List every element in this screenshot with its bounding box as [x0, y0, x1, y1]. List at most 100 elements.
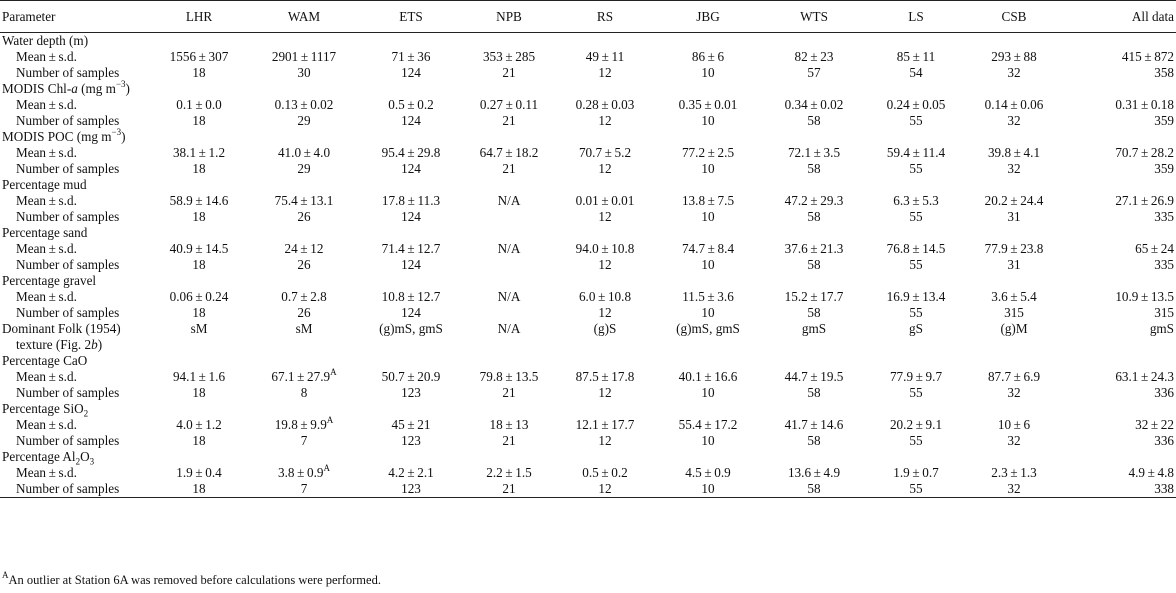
table-cell-samples: 18	[192, 257, 206, 272]
table-cell-mean: 95.4 ± 29.8	[360, 145, 462, 161]
cell-value: 85 ± 11	[896, 49, 936, 64]
table-cell-mean: 77.9 ± 9.7	[866, 369, 966, 385]
table-cell-samples: 359	[1154, 113, 1174, 128]
row-label-mean: Mean ± s.d.	[16, 465, 77, 480]
table-cell-mean: 55.4 ± 17.2	[654, 417, 762, 433]
table-cell-mean: 24 ± 12	[248, 241, 360, 257]
table-cell-mean: 94.1 ± 1.6	[150, 369, 248, 385]
table-cell-samples: 315	[1004, 305, 1024, 320]
table-cell-samples: 12	[598, 65, 612, 80]
table-row: Number of samples 18 7 123 21 12 10 58 55 32 338	[0, 481, 1176, 498]
cell-value: 0.5 ± 0.2	[388, 97, 434, 112]
cell-value: 0.01 ± 0.01	[575, 193, 635, 208]
table-cell-samples: 10	[701, 305, 715, 320]
table-cell-samples: 57	[807, 65, 821, 80]
table-cell-texture: (g)mS, gmS	[379, 321, 443, 336]
cell-value: 40.9 ± 14.5	[169, 241, 229, 256]
table-cell-mean: 19.8 ± 9.9A	[248, 414, 360, 433]
table-cell-mean: 38.1 ± 1.2	[150, 145, 248, 161]
table-cell-mean: 47.2 ± 29.3	[762, 193, 866, 209]
column-header-wts: WTS	[800, 8, 828, 24]
table-cell-mean: 1556 ± 307	[150, 49, 248, 65]
outlier-footnote-mark: A	[323, 462, 331, 473]
cell-value: 353 ± 285	[482, 49, 536, 64]
cell-value: 74.7 ± 8.4	[681, 241, 735, 256]
group-title: Percentage mud	[2, 177, 87, 192]
table-cell-mean: 63.1 ± 24.3	[1062, 369, 1176, 385]
table-cell-samples: 32	[1007, 481, 1021, 496]
row-label-samples: Number of samples	[16, 433, 120, 448]
table-cell-mean: 45 ± 21	[360, 417, 462, 433]
cell-value: 59.4 ± 11.4	[886, 145, 946, 160]
folk-label-line1: Dominant Folk (1954)	[2, 321, 121, 336]
table-cell-samples: 123	[401, 385, 421, 400]
table-cell-mean: 4.0 ± 1.2	[150, 417, 248, 433]
table-cell-samples: 124	[401, 257, 421, 272]
table-cell-mean: 10.9 ± 13.5	[1062, 289, 1176, 305]
row-label-samples: Number of samples	[16, 481, 120, 496]
table-cell-mean: 49 ± 11	[556, 49, 654, 65]
cell-value: 3.8 ± 0.9	[278, 465, 324, 480]
table-cell-mean: 0.24 ± 0.05	[866, 97, 966, 113]
table-cell-samples: 29	[297, 161, 311, 176]
table-cell-samples: 18	[192, 433, 206, 448]
table-cell-mean: 0.13 ± 0.02	[248, 97, 360, 113]
row-label-mean: Mean ± s.d.	[16, 369, 77, 384]
cell-value: 20.2 ± 24.4	[984, 193, 1044, 208]
row-label-samples: Number of samples	[16, 209, 120, 224]
cell-value: 94.1 ± 1.6	[172, 369, 226, 384]
table-cell-mean: 16.9 ± 13.4	[866, 289, 966, 305]
cell-value: 4.2 ± 2.1	[388, 465, 434, 480]
cell-value: 27.1 ± 26.9	[1115, 193, 1174, 208]
table-cell-mean: 39.8 ± 4.1	[966, 145, 1062, 161]
table-cell-mean: 85 ± 11	[866, 49, 966, 65]
cell-value: 1556 ± 307	[169, 49, 229, 64]
table-cell-samples: 26	[297, 257, 311, 272]
cell-value: 39.8 ± 4.1	[987, 145, 1041, 160]
table-cell-samples: 358	[1154, 65, 1174, 80]
group-title: Percentage SiO2	[2, 401, 89, 419]
table-cell-samples: 12	[598, 305, 612, 320]
table-cell-samples: 55	[909, 113, 923, 128]
cell-value: 1.9 ± 0.7	[893, 465, 939, 480]
table-row: Mean ± s.d. 1.9 ± 0.4 3.8 ± 0.9A 4.2 ± 2.1 2…	[0, 462, 1176, 481]
cell-value: 41.7 ± 14.6	[784, 417, 844, 432]
table-cell-samples: 12	[598, 385, 612, 400]
column-header-ets: ETS	[399, 8, 423, 24]
table-row: Mean ± s.d. 0.1 ± 0.0 0.13 ± 0.02 0.5 ± 0.2…	[0, 97, 1176, 113]
table-cell-mean: 0.34 ± 0.02	[762, 97, 866, 113]
table-cell-mean: 70.7 ± 5.2	[556, 145, 654, 161]
table-row: Water depth (m)	[0, 33, 1176, 50]
table-row: Number of samples 18 26 124 12 10 58 55 31 335	[0, 257, 1176, 273]
table-row: Number of samples 18 7 123 21 12 10 58 55 32 336	[0, 433, 1176, 449]
cell-value: 12.1 ± 17.7	[575, 417, 635, 432]
table-cell-mean: 71.4 ± 12.7	[360, 241, 462, 257]
table-cell-samples: 55	[909, 481, 923, 496]
group-title: Percentage Al2O3	[2, 449, 95, 467]
table-cell-mean: 0.5 ± 0.2	[556, 465, 654, 481]
table-cell-samples: 12	[598, 209, 612, 224]
cell-value: 0.7 ± 2.8	[281, 289, 327, 304]
table-cell-samples: 58	[807, 257, 821, 272]
table-cell-samples: 123	[401, 481, 421, 496]
cell-value: 4.5 ± 0.9	[685, 465, 731, 480]
cell-value: 77.2 ± 2.5	[681, 145, 735, 160]
header-row: Parameter LHR WAM ETS NPB RS JBG WTS LS …	[0, 0, 1176, 33]
table-cell-samples: 335	[1154, 257, 1174, 272]
cell-value: 71.4 ± 12.7	[381, 241, 441, 256]
table-cell-mean: 41.0 ± 4.0	[248, 145, 360, 161]
cell-value: 0.1 ± 0.0	[176, 97, 222, 112]
row-label-samples: Number of samples	[16, 305, 120, 320]
table-cell-samples: 18	[192, 385, 206, 400]
table-cell-samples: 58	[807, 209, 821, 224]
table-cell-samples: 123	[401, 433, 421, 448]
table-cell-samples: 10	[701, 209, 715, 224]
cell-value: 13.6 ± 4.9	[787, 465, 841, 480]
table-cell-mean: 40.1 ± 16.6	[654, 369, 762, 385]
table-cell-mean: 0.06 ± 0.24	[150, 289, 248, 305]
outlier-footnote-mark: A	[326, 414, 334, 425]
cell-value: 0.35 ± 0.01	[678, 97, 738, 112]
footnote-mark: A	[2, 569, 9, 580]
table-cell-mean: 64.7 ± 18.2	[462, 145, 556, 161]
cell-value: 18 ± 13	[489, 417, 529, 432]
